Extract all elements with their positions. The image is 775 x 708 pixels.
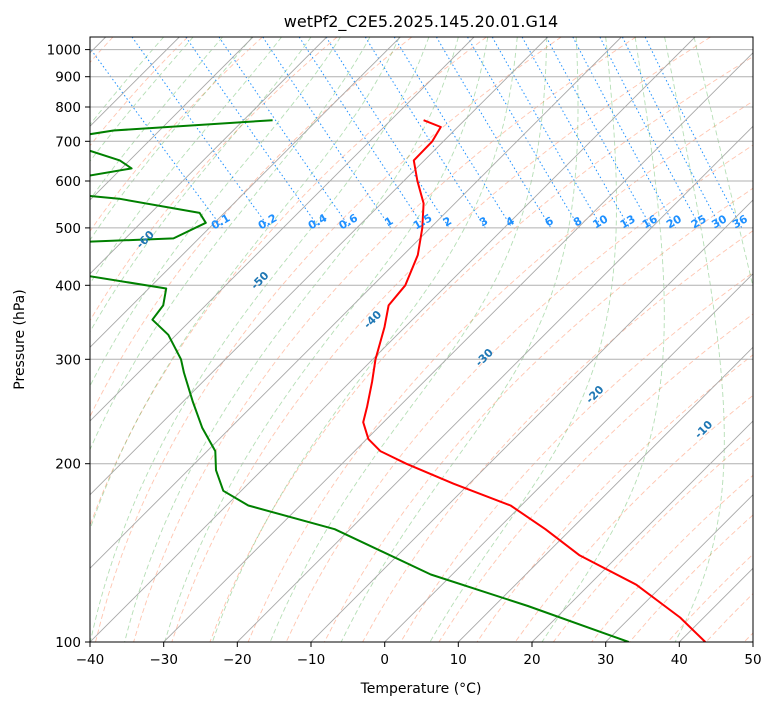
y-tick-label-1: 200 xyxy=(55,457,81,473)
x-axis-ticks: −40 −30 −20 −10 0 10 20 30 40 50 xyxy=(76,642,762,668)
chart-title: wetPf2_C2E5.2025.145.20.01.G14 xyxy=(284,12,558,32)
isotherm--10 xyxy=(310,199,753,642)
temperature-profile xyxy=(362,119,706,642)
dry-adiabat-10 xyxy=(95,37,562,642)
moist-adiabat-18 xyxy=(693,37,753,289)
moist-adiabat-5 xyxy=(90,37,312,333)
plot-area: 0.10.20.40.611.52346810131620253036-100-… xyxy=(90,37,753,642)
dry-adiabat-14 xyxy=(247,100,753,642)
y-axis-ticks: 100 200 300 400 500 600 700 800 900 1000 xyxy=(47,43,90,651)
isotherm-0 xyxy=(384,273,753,642)
moist-adiabat-3 xyxy=(90,37,253,241)
y-tick-label-0: 100 xyxy=(55,635,81,651)
mixing-ratio-lines xyxy=(90,37,743,229)
x-tick-label-5: 10 xyxy=(450,652,467,668)
moist-adiabat-8 xyxy=(90,37,400,531)
y-tick-label-3: 400 xyxy=(55,278,81,294)
isotherm--80 xyxy=(90,37,401,348)
mixing-ratio-line-2 xyxy=(185,37,320,229)
moist-adiabat-12 xyxy=(211,37,518,642)
x-tick-label-3: −10 xyxy=(297,652,326,668)
x-tick-label-8: 40 xyxy=(671,652,688,668)
dry-adiabat-12 xyxy=(171,37,711,642)
moist-adiabat-15 xyxy=(429,37,617,642)
mixing-ratio-line-14 xyxy=(572,37,677,229)
moist-adiabat-7 xyxy=(90,37,371,451)
dry-adiabat-5 xyxy=(90,37,189,147)
dry-adiabat-13 xyxy=(209,56,753,642)
mixing-ratio-line-17 xyxy=(644,37,743,229)
isotherm--60 xyxy=(90,37,549,496)
dry-adiabat-19 xyxy=(438,313,753,642)
sounding-profiles xyxy=(90,119,706,642)
x-tick-label-4: 0 xyxy=(380,652,389,668)
mixing-ratio-line-8 xyxy=(393,37,513,229)
moist-adiabat-11 xyxy=(164,37,489,642)
isotherm--30 xyxy=(163,52,753,642)
mixing-ratio-line-12 xyxy=(521,37,630,229)
dry-adiabat-16 xyxy=(324,187,753,642)
y-tick-label-4: 500 xyxy=(55,221,81,237)
dry-adiabat-21 xyxy=(514,394,753,642)
y-axis-label: Pressure (hPa) xyxy=(12,289,28,389)
isotherm--20 xyxy=(236,125,753,642)
dry-adiabat-7 xyxy=(90,37,338,322)
mixing-ratio-line-6 xyxy=(325,37,450,229)
isotherm-20 xyxy=(531,420,753,642)
isotherm--50 xyxy=(90,37,622,569)
x-tick-label-0: −40 xyxy=(76,652,105,668)
moist-adiabat-10 xyxy=(124,37,459,642)
dry-adiabat-18 xyxy=(400,272,753,642)
x-tick-label-1: −30 xyxy=(149,652,178,668)
dewpoint-profile xyxy=(90,119,630,642)
dry-adiabat-6 xyxy=(90,37,263,233)
mixing-ratio-line-1 xyxy=(131,37,270,229)
moist-adiabat-4 xyxy=(90,37,282,285)
y-tick-label-2: 300 xyxy=(55,352,81,368)
y-tick-label-5: 600 xyxy=(55,174,81,190)
x-tick-label-9: 50 xyxy=(744,652,761,668)
moist-adiabat-14 xyxy=(340,37,579,642)
mixing-ratio-line-0 xyxy=(90,47,223,229)
isotherm-10 xyxy=(457,346,753,642)
x-tick-label-6: 20 xyxy=(523,652,540,668)
x-tick-label-2: −20 xyxy=(223,652,252,668)
plot-frame xyxy=(89,36,754,643)
y-tick-label-8: 900 xyxy=(55,70,81,86)
isotherm--100 xyxy=(90,37,254,201)
mixing-ratio-line-5 xyxy=(298,37,425,229)
mixing-ratio-line-3 xyxy=(218,37,351,229)
mixing-ratio-line-13 xyxy=(545,37,653,229)
moist-adiabat-9 xyxy=(90,37,430,642)
dry-adiabat-11 xyxy=(133,37,637,642)
x-axis-label: Temperature (°C) xyxy=(360,681,482,697)
moist-adiabat-17 xyxy=(664,37,725,642)
isotherm--40 xyxy=(90,37,696,642)
isotherm-30 xyxy=(605,494,753,642)
moist-adiabat-16 xyxy=(541,37,665,642)
x-tick-label-7: 30 xyxy=(597,652,614,668)
mixing-ratio-line-4 xyxy=(262,37,392,229)
moist-adiabat-6 xyxy=(90,37,341,387)
y-tick-label-9: 1000 xyxy=(47,43,81,59)
moist-adiabat-2 xyxy=(90,37,223,201)
dry-adiabat-8 xyxy=(90,37,413,418)
y-tick-label-7: 800 xyxy=(55,100,81,116)
y-tick-label-6: 700 xyxy=(55,134,81,150)
isotherm--90 xyxy=(90,37,328,275)
